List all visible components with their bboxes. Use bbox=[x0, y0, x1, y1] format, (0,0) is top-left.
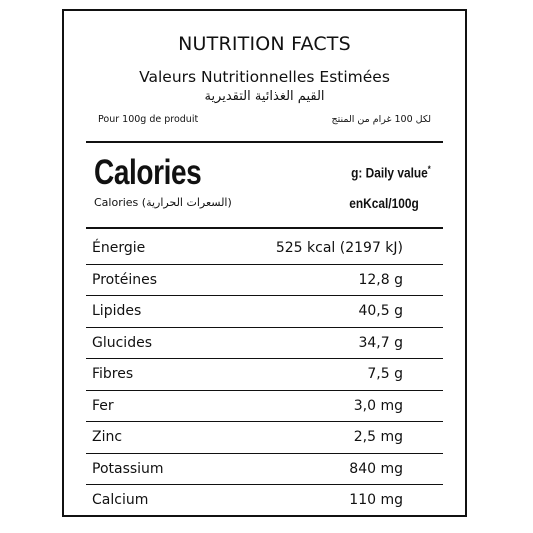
daily-value-mark: * bbox=[428, 164, 431, 174]
nutrient-value: 840 mg bbox=[349, 460, 403, 477]
label-title: NUTRITION FACTS bbox=[178, 33, 351, 55]
nutrient-name: Protéines bbox=[92, 271, 157, 288]
nutrient-value: 34,7 g bbox=[358, 334, 403, 351]
nutrient-name: Fer bbox=[92, 397, 114, 414]
nutrient-row-potassium: Potassium 840 mg bbox=[86, 454, 443, 485]
nutrient-row-proteines: Protéines 12,8 g bbox=[86, 265, 443, 296]
divider-middle bbox=[86, 227, 443, 229]
nutrient-row-calcium: Calcium 110 mg bbox=[86, 485, 443, 516]
nutrient-row-zinc: Zinc 2,5 mg bbox=[86, 422, 443, 454]
daily-value-label: g: Daily value* bbox=[351, 164, 431, 181]
serving-basis-ar: لكل 100 غرام من المنتج bbox=[331, 114, 431, 125]
nutrient-value: 3,0 mg bbox=[353, 397, 403, 414]
label-subtitle-fr: Valeurs Nutritionnelles Estimées bbox=[139, 68, 390, 86]
nutrient-value: 12,8 g bbox=[358, 271, 403, 288]
calories-subheading: Calories (السعرات الحرارية) bbox=[94, 196, 232, 209]
nutrient-row-fibres: Fibres 7,5 g bbox=[86, 359, 443, 391]
energy-unit: enKcal/100g bbox=[349, 195, 419, 211]
nutrient-value: 7,5 g bbox=[367, 366, 403, 382]
nutrition-label: NUTRITION FACTS Valeurs Nutritionnelles … bbox=[62, 9, 467, 517]
nutrient-value: 110 mg bbox=[349, 492, 403, 508]
nutrient-row-lipides: Lipides 40,5 g bbox=[86, 296, 443, 328]
divider-top bbox=[86, 141, 443, 143]
nutrient-value: 2,5 mg bbox=[353, 429, 403, 445]
nutrient-value: 525 kcal (2197 kJ) bbox=[275, 240, 403, 256]
nutrient-name: Lipides bbox=[92, 303, 142, 319]
label-subtitle-ar: القيم الغذائية التقديرية bbox=[204, 89, 325, 104]
serving-basis-fr: Pour 100g de produit bbox=[98, 114, 199, 125]
nutrient-name: Potassium bbox=[92, 460, 164, 477]
nutrient-name: Zinc bbox=[92, 429, 123, 445]
nutrient-name: Énergie bbox=[92, 240, 146, 256]
nutrient-value: 40,5 g bbox=[358, 303, 403, 319]
nutrient-name: Calcium bbox=[92, 492, 149, 508]
nutrient-table: Énergie 525 kcal (2197 kJ) Protéines 12,… bbox=[86, 233, 443, 516]
nutrient-name: Glucides bbox=[92, 334, 152, 351]
nutrient-row-energie: Énergie 525 kcal (2197 kJ) bbox=[86, 233, 443, 265]
calories-heading: Calories bbox=[94, 153, 202, 192]
nutrient-name: Fibres bbox=[92, 366, 134, 382]
nutrient-row-fer: Fer 3,0 mg bbox=[86, 391, 443, 422]
nutrient-row-glucides: Glucides 34,7 g bbox=[86, 328, 443, 359]
daily-value-text: g: Daily value bbox=[351, 164, 429, 181]
